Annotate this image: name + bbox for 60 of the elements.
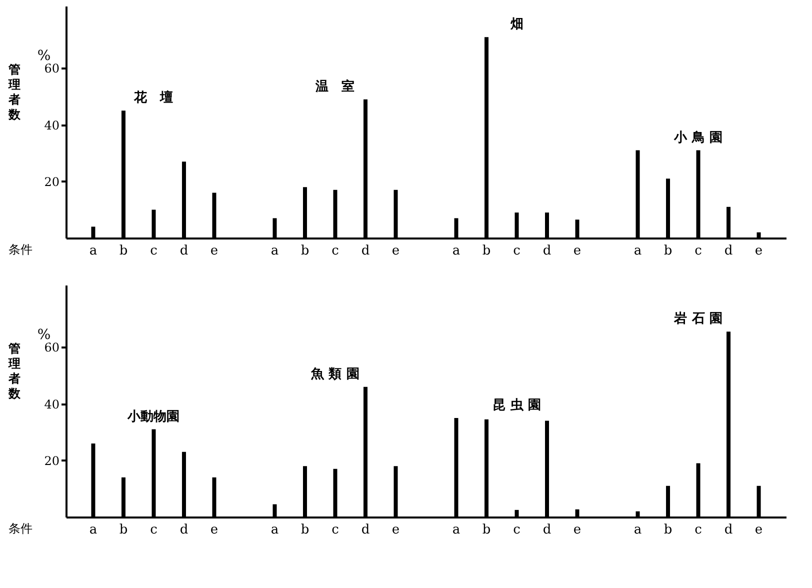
x-tick-label: c [694,244,702,258]
series-label: 小動物園 [126,409,180,424]
x-tick-label: b [664,244,672,258]
x-tick-label: d [542,522,552,538]
x-tick-label: c [150,522,158,538]
x-tick-label: a [89,522,98,538]
series-label: 昆 虫 園 [492,398,541,413]
x-tick-label: a [270,244,279,258]
y-tick-label: 60 [44,62,60,76]
x-tick-label: b [300,244,310,258]
series-label: 温 室 [314,78,355,94]
x-tick-label: b [119,522,128,538]
x-tick-label: b [119,244,128,258]
x-tick-label: d [361,244,370,258]
x-tick-label: e [573,522,582,538]
x-tick-label: a [452,244,460,258]
x-tick-label: a [634,244,642,258]
y-tick-label: 20 [44,454,60,468]
series-label: 畑 [509,17,524,32]
y-tick-label: 60 [44,340,60,355]
y-axis-title: 管理者数 [8,62,22,122]
y-axis-title: 管理者数 [8,342,22,400]
text: % [37,48,51,64]
x-tick-label: d [724,522,733,538]
series-label: 花 壇 [133,90,174,106]
text: % [37,327,51,343]
x-tick-label: a [452,522,460,538]
x-tick-label: e [573,244,582,258]
x-tick-label: d [180,244,188,258]
x-tick-label: e [392,522,400,538]
y-tick-label: 40 [44,397,60,412]
series-label: 魚 類 園 [310,366,360,382]
y-tick-label: 40 [44,118,60,132]
series-label: 岩 石 園 [673,312,722,327]
x-tick-label: c [332,244,339,258]
x-tick-label: c [513,522,520,538]
x-tick-label: b [664,522,672,538]
x-tick-label: b [300,522,310,538]
x-tick-label: c [332,522,339,538]
x-tick-label: c [694,522,702,538]
x-tick-label: b [482,522,491,538]
x-tick-label: e [210,244,218,258]
series-label: 小 鳥 園 [673,129,722,146]
x-tick-label: e [392,244,400,258]
x-tick-label: c [150,244,158,258]
x-tick-label: a [89,244,98,258]
x-tick-label: a [270,522,279,538]
x-tick-label: d [361,522,370,538]
x-tick-label: e [754,522,763,538]
x-tick-label: d [180,522,188,538]
x-tick-label: e [210,522,218,538]
y-tick-label: 20 [44,174,60,189]
x-tick-label: d [542,244,552,258]
x-tick-label: e [754,244,763,258]
x-tick-label: b [482,244,491,258]
x-axis-title: 条件 [8,242,32,256]
x-tick-label: c [513,244,520,258]
x-tick-label: d [724,244,733,258]
x-axis-title: 条件 [8,522,32,536]
x-tick-label: a [634,522,642,538]
